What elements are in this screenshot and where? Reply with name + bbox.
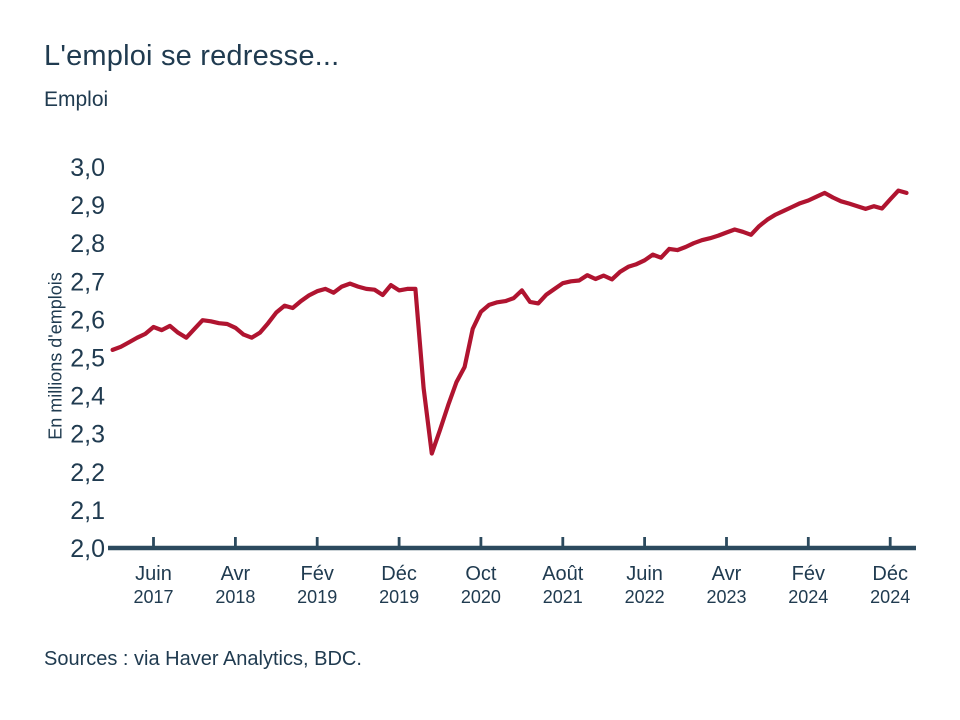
x-tick-month: Avr [221,563,251,585]
x-tick-month: Août [542,563,584,585]
y-tick-label: 2,8 [70,230,105,258]
x-tick-month: Juin [135,563,172,585]
x-tick-year: 2023 [706,587,746,607]
x-tick-year: 2022 [625,587,665,607]
employment-series-line [110,188,909,456]
x-tick-month: Juin [626,563,663,585]
x-tick-year: 2018 [215,587,255,607]
y-tick-label: 2,9 [70,192,105,220]
x-tick-month: Fév [792,563,825,585]
y-tick-label: 2,2 [70,459,105,487]
chart-title: L'emploi se redresse... [44,40,340,72]
x-tick-year: 2021 [543,587,583,607]
x-tick-year: 2019 [379,587,419,607]
x-tick-month: Avr [712,563,742,585]
y-tick-label: 2,3 [70,421,105,449]
x-tick-year: 2020 [461,587,501,607]
y-tick-label: 3,0 [70,154,105,182]
x-tick-month: Déc [381,563,417,585]
y-tick-label: 2,0 [70,535,105,563]
y-tick-label: 2,6 [70,306,105,334]
y-tick-label: 2,1 [70,497,105,525]
source-note: Sources : via Haver Analytics, BDC. [44,648,362,670]
x-tick-month: Déc [872,563,908,585]
x-tick-year: 2019 [297,587,337,607]
x-tick-year: 2024 [870,587,910,607]
y-tick-label: 2,7 [70,268,105,296]
x-tick-month: Oct [465,563,497,585]
x-tick-year: 2024 [788,587,828,607]
y-tick-label: 2,5 [70,345,105,373]
x-tick-month: Fév [301,563,334,585]
chart-subtitle: Emploi [44,88,109,111]
y-tick-label: 2,4 [70,383,105,411]
x-tick-year: 2017 [133,587,173,607]
